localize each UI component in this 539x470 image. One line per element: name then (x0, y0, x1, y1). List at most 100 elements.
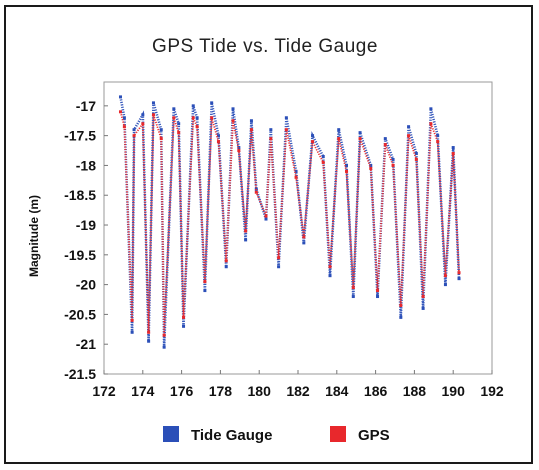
data-point (118, 95, 122, 99)
data-point (369, 166, 373, 170)
data-point (443, 274, 447, 278)
data-point (451, 146, 455, 150)
data-point (284, 116, 288, 120)
data-point (231, 119, 235, 123)
data-point (376, 295, 380, 299)
data-point (130, 318, 134, 322)
data-point (311, 134, 315, 138)
data-point (159, 137, 163, 141)
data-point (151, 101, 155, 105)
x-tick-label: 180 (248, 383, 272, 399)
y-tick-label: -18.5 (64, 187, 96, 203)
data-point (407, 125, 411, 129)
data-point (264, 217, 268, 221)
data-point (429, 122, 433, 126)
data-point (216, 134, 220, 138)
legend-label: Tide Gauge (191, 427, 272, 444)
data-point (277, 265, 281, 269)
legend-item-tide-gauge: Tide Gauge (163, 426, 272, 444)
data-point (269, 128, 273, 132)
series-gps (118, 110, 461, 337)
data-point (118, 110, 122, 114)
data-point (321, 154, 325, 158)
y-tick-label: -17.5 (64, 128, 96, 144)
data-point (383, 143, 387, 147)
y-tick-label: -21 (76, 336, 96, 352)
data-point (457, 271, 461, 275)
data-point (177, 131, 181, 135)
axis-ticks: 172 174 176 178 180 182 184 186 188 190 192 -17 -17.… (64, 98, 504, 399)
data-point (391, 163, 395, 167)
y-tick-label: -17 (76, 98, 96, 114)
data-point (443, 283, 447, 287)
data-point (328, 265, 332, 269)
x-tick-label: 190 (442, 383, 466, 399)
data-point (337, 128, 341, 132)
data-point (147, 339, 151, 343)
data-point (294, 175, 298, 179)
data-point (345, 169, 348, 173)
data-point (177, 122, 181, 126)
data-point (414, 152, 418, 156)
data-point (210, 101, 214, 105)
y-tick-label: -21.5 (64, 366, 96, 382)
x-tick-label: 176 (170, 383, 194, 399)
data-point (159, 128, 163, 132)
data-point (391, 157, 395, 161)
data-point (172, 107, 176, 111)
x-tick-label: 172 (92, 383, 116, 399)
data-point (172, 116, 176, 120)
data-point (399, 303, 403, 307)
data-point (358, 131, 362, 135)
data-point (237, 149, 241, 153)
y-tick-label: -20.5 (64, 306, 96, 322)
data-point (249, 128, 253, 132)
data-point (321, 160, 325, 164)
data-point (122, 116, 126, 120)
data-point (122, 125, 126, 129)
legend-swatch (330, 426, 346, 442)
data-point (399, 315, 403, 319)
data-point (147, 330, 151, 334)
data-point (141, 122, 145, 126)
x-tick-label: 188 (403, 383, 427, 399)
data-point (383, 137, 387, 141)
y-tick-label: -18 (76, 157, 96, 173)
data-point (421, 306, 425, 310)
y-tick-label: -20 (76, 277, 96, 293)
data-point (436, 134, 440, 138)
data-point (351, 286, 355, 290)
data-point (269, 137, 273, 141)
x-tick-label: 184 (325, 383, 349, 399)
data-point (302, 235, 306, 239)
data-point (358, 137, 362, 141)
data-point (162, 345, 166, 349)
series-tide-gauge (118, 95, 461, 349)
data-point (203, 280, 207, 284)
data-point (249, 119, 253, 123)
data-point (351, 295, 355, 299)
data-point (132, 128, 136, 132)
data-point (151, 113, 155, 117)
y-tick-label: -19 (76, 217, 96, 233)
data-point (284, 128, 288, 132)
data-point (182, 315, 186, 319)
data-layer (118, 95, 461, 349)
data-point (451, 152, 455, 156)
y-tick-label: -19.5 (64, 247, 96, 263)
data-point (294, 169, 298, 173)
data-point (224, 259, 228, 263)
data-point (216, 140, 220, 144)
data-point (407, 134, 411, 138)
data-point (182, 324, 186, 328)
data-point (191, 104, 195, 108)
data-point (231, 107, 235, 111)
data-point (457, 277, 461, 281)
data-point (429, 107, 433, 111)
data-point (162, 333, 166, 337)
data-point (224, 265, 228, 269)
x-tick-label: 174 (131, 383, 155, 399)
data-point (436, 140, 440, 144)
data-point (421, 295, 425, 299)
